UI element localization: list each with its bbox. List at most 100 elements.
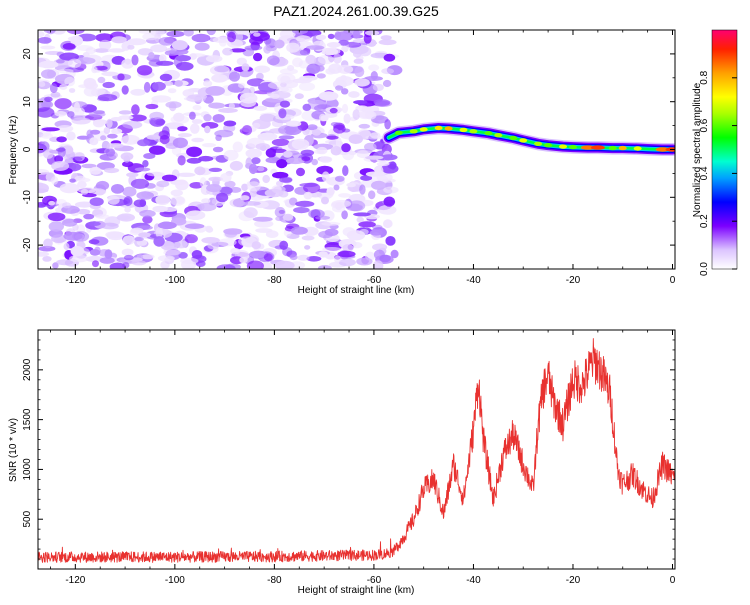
noise-blob bbox=[62, 218, 78, 227]
noise-blob bbox=[220, 186, 233, 195]
noise-blob bbox=[229, 198, 245, 208]
noise-blob bbox=[365, 171, 382, 177]
colorbar: 0.0 0.2 0.4 0.6 0.8 Normalized spectral ampl… bbox=[692, 29, 738, 276]
noise-blob bbox=[142, 215, 153, 224]
noise-blob bbox=[338, 39, 350, 46]
noise-blob bbox=[315, 215, 331, 220]
noise-blob bbox=[95, 180, 110, 191]
noise-blob bbox=[341, 103, 349, 114]
noise-blob bbox=[319, 113, 327, 122]
noise-blob bbox=[383, 53, 396, 62]
noise-blob bbox=[67, 58, 82, 69]
noise-blob bbox=[311, 158, 319, 166]
noise-blob bbox=[244, 45, 263, 51]
y-tick-label: -10 bbox=[22, 190, 33, 205]
noise-blob bbox=[41, 127, 60, 132]
noise-blob bbox=[311, 129, 322, 136]
noise-blob bbox=[54, 111, 67, 117]
noise-blob bbox=[105, 231, 124, 239]
noise-blob bbox=[257, 166, 265, 172]
noise-blob bbox=[161, 207, 178, 213]
ridge-peak bbox=[409, 129, 418, 134]
noise-blob bbox=[124, 206, 131, 213]
noise-blob bbox=[229, 48, 246, 53]
noise-blob bbox=[316, 146, 328, 155]
noise-blob bbox=[334, 31, 354, 41]
noise-blob bbox=[239, 70, 252, 78]
noise-blob bbox=[176, 172, 196, 177]
noise-blob bbox=[66, 131, 76, 141]
noise-blob bbox=[368, 190, 376, 200]
noise-blob bbox=[241, 125, 253, 136]
noise-blob bbox=[326, 135, 339, 140]
noise-blob bbox=[326, 98, 339, 109]
noise-blob bbox=[354, 66, 365, 78]
noise-blob bbox=[177, 126, 188, 132]
noise-blob bbox=[368, 64, 380, 71]
noise-blob bbox=[280, 75, 291, 84]
noise-blob bbox=[105, 148, 116, 157]
noise-blob bbox=[334, 175, 345, 182]
noise-blob bbox=[139, 209, 156, 218]
noise-blob bbox=[111, 36, 127, 44]
noise-blob bbox=[170, 195, 186, 206]
noise-blob bbox=[382, 79, 392, 88]
noise-blob bbox=[95, 33, 114, 42]
noise-blob bbox=[358, 221, 376, 228]
noise-blob bbox=[88, 239, 100, 245]
noise-blob bbox=[50, 176, 59, 185]
noise-blob bbox=[80, 188, 89, 195]
ridge-peak bbox=[484, 131, 493, 136]
noise-blob bbox=[127, 44, 135, 50]
noise-blob bbox=[87, 221, 101, 226]
noise-blob bbox=[159, 54, 167, 63]
x-tick-label: -120 bbox=[65, 575, 85, 586]
noise-blob bbox=[41, 100, 54, 109]
noise-blob bbox=[279, 240, 289, 250]
noise-blob bbox=[257, 132, 278, 141]
noise-blob bbox=[385, 236, 396, 246]
noise-blob bbox=[123, 254, 134, 261]
noise-blob bbox=[229, 71, 240, 82]
noise-blob bbox=[48, 200, 56, 206]
noise-blob bbox=[286, 42, 300, 53]
noise-blob bbox=[299, 75, 318, 81]
noise-blob bbox=[100, 135, 107, 141]
noise-blob bbox=[252, 122, 261, 128]
noise-blob bbox=[317, 54, 335, 65]
noise-blob bbox=[364, 76, 383, 81]
snr-x-label: Height of straight line (km) bbox=[298, 585, 415, 596]
noise-blob bbox=[163, 249, 182, 256]
noise-blob bbox=[378, 39, 397, 46]
noise-blob bbox=[352, 30, 360, 39]
noise-blob bbox=[239, 256, 248, 264]
noise-blob bbox=[384, 119, 391, 130]
noise-blob bbox=[382, 178, 396, 183]
noise-blob bbox=[175, 179, 189, 191]
noise-blob bbox=[325, 47, 341, 55]
noise-blob bbox=[365, 30, 380, 36]
noise-blob bbox=[329, 107, 338, 114]
spectrogram-y-axis: -20 -10 0 10 20 bbox=[22, 29, 675, 270]
noise-blob bbox=[298, 82, 316, 91]
noise-blob bbox=[185, 210, 206, 220]
noise-blob bbox=[122, 262, 130, 269]
noise-blob bbox=[191, 250, 203, 259]
noise-blob bbox=[42, 256, 52, 262]
noise-blob bbox=[122, 186, 137, 197]
noise-blob bbox=[353, 100, 368, 105]
noise-blob bbox=[294, 93, 304, 100]
noise-blob bbox=[183, 30, 194, 37]
noise-blob bbox=[253, 105, 268, 111]
noise-blob bbox=[103, 127, 111, 134]
noise-blob bbox=[166, 30, 185, 38]
noise-blob bbox=[223, 149, 239, 161]
noise-blob bbox=[333, 53, 342, 64]
noise-blob bbox=[131, 54, 139, 66]
noise-blob bbox=[88, 111, 106, 118]
noise-blob bbox=[167, 88, 177, 94]
noise-blob bbox=[278, 135, 295, 140]
noise-blob bbox=[216, 264, 236, 269]
noise-blob bbox=[170, 115, 189, 124]
